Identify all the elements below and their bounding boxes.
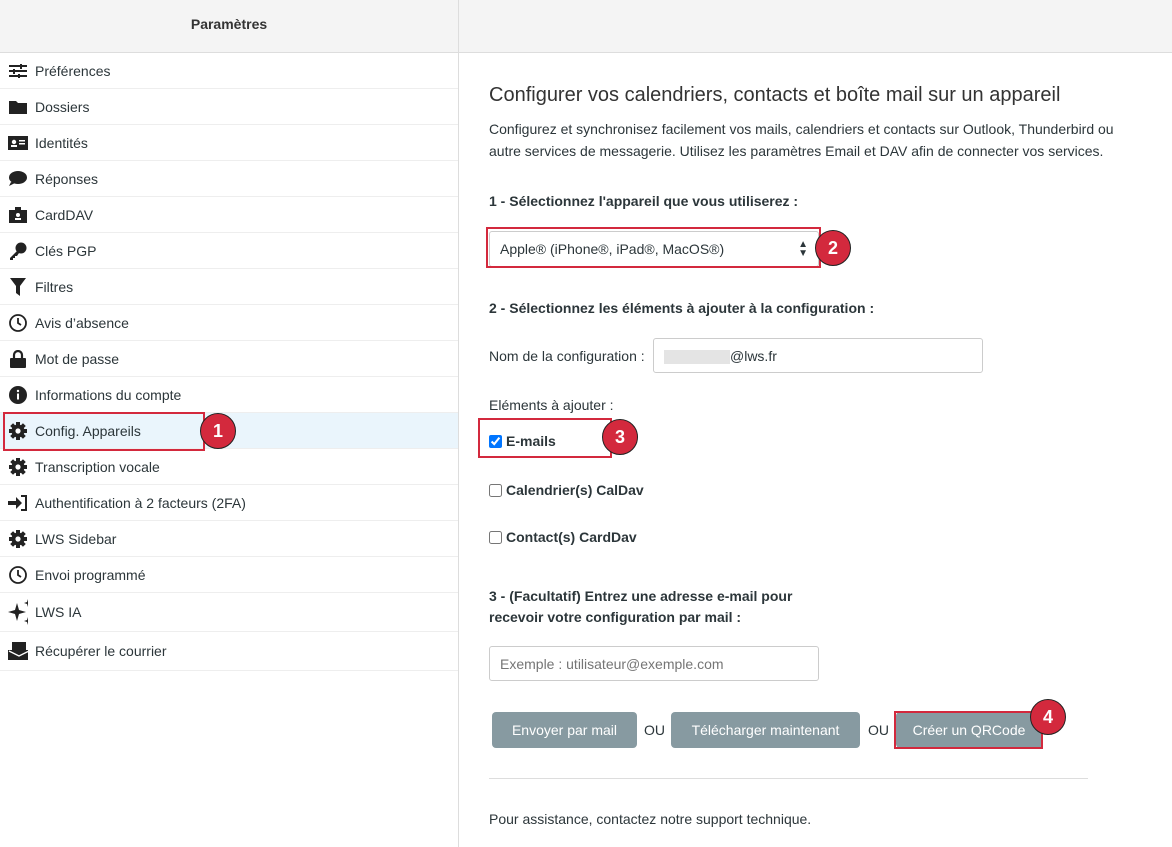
clock-icon	[8, 313, 28, 332]
sidebar-item-label: Dossiers	[35, 98, 90, 115]
annotation-badge-1: 1	[200, 413, 236, 449]
support-text: Pour assistance, contactez notre support…	[489, 811, 812, 827]
sidebar-item-label: LWS Sidebar	[35, 530, 117, 547]
sidebar-item-cle-s-pgp[interactable]: Clés PGP	[0, 233, 458, 269]
sidebar-item-label: Clés PGP	[35, 242, 97, 259]
config-name-input[interactable]: @lws.fr	[653, 338, 983, 373]
elements-label: Eléments à ajouter :	[489, 397, 614, 413]
sidebar-item-identite-s[interactable]: Identités	[0, 125, 458, 161]
gear-icon	[8, 457, 28, 476]
sidebar-item-carddav[interactable]: CardDAV	[0, 197, 458, 233]
device-select-value: Apple® (iPhone®, iPad®, MacOS®)	[500, 241, 725, 257]
sidebar-item-label: Authentification à 2 facteurs (2FA)	[35, 494, 246, 511]
sidebar-item-lws-sidebar[interactable]: LWS Sidebar	[0, 521, 458, 557]
sidebar-item-dossiers[interactable]: Dossiers	[0, 89, 458, 125]
folder-icon	[8, 98, 28, 116]
lock-icon	[8, 349, 28, 368]
email-input[interactable]	[489, 646, 819, 681]
checkbox-label: Calendrier(s) CalDav	[506, 482, 644, 498]
checkbox-carddav[interactable]: Contact(s) CardDav	[489, 529, 637, 545]
carddav-checkbox[interactable]	[489, 530, 502, 544]
sidebar-item-avis-d-absence[interactable]: Avis d’absence	[0, 305, 458, 341]
sidebar-item-envoi-programme[interactable]: Envoi programmé	[0, 557, 458, 593]
checkbox-label: Contact(s) CardDav	[506, 529, 637, 545]
sidebar-item-filtres[interactable]: Filtres	[0, 269, 458, 305]
send-by-mail-button[interactable]: Envoyer par mail	[492, 712, 637, 748]
config-name-value: @lws.fr	[730, 348, 777, 364]
header: Paramètres	[0, 0, 1172, 53]
emails-checkbox[interactable]	[489, 434, 502, 448]
comment-icon	[8, 170, 28, 188]
step1-label: 1 - Sélectionnez l'appareil que vous uti…	[489, 193, 799, 209]
sidebar-item-label: Envoi programmé	[35, 566, 146, 583]
sidebar-item-transcription-vocale[interactable]: Transcription vocale	[0, 449, 458, 485]
or-text: OU	[644, 722, 665, 738]
sidebar-item-label: Informations du compte	[35, 386, 182, 403]
device-select[interactable]: Apple® (iPhone®, iPad®, MacOS®) ▲ ▼	[489, 231, 819, 267]
sidebar: Préférences Dossiers Identités Réponses Card…	[0, 53, 458, 671]
sparkles-icon	[8, 599, 28, 625]
contact-card-icon	[8, 206, 28, 224]
sidebar-item-label: Réponses	[35, 170, 99, 187]
step3-label: 3 - (Facultatif) Entrez une adresse e-ma…	[489, 588, 793, 625]
section-title: Configurer vos calendriers, contacts et …	[489, 84, 1061, 106]
gear-icon	[8, 529, 28, 548]
sidebar-item-label: Config. Appareils	[35, 422, 141, 439]
sidebar-item-label: Identités	[35, 134, 88, 151]
info-icon	[8, 385, 28, 404]
checkbox-caldav[interactable]: Calendrier(s) CalDav	[489, 482, 644, 498]
annotation-badge-2: 2	[815, 230, 851, 266]
sign-in-icon	[8, 494, 28, 512]
select-arrows-icon: ▲ ▼	[798, 239, 808, 259]
mail-fetch-icon	[8, 642, 28, 660]
page-title: Paramètres	[190, 16, 268, 32]
filter-icon	[8, 277, 28, 296]
clock-icon	[8, 565, 28, 584]
sidebar-item-mot-de-passe[interactable]: Mot de passe	[0, 341, 458, 377]
sidebar-item-authentification-a-2-facteurs-2fa[interactable]: Authentification à 2 facteurs (2FA)	[0, 485, 458, 521]
sidebar-item-re-cupe-rer-le-courrier[interactable]: Récupérer le courrier	[0, 632, 458, 671]
sidebar-item-label: Avis d’absence	[35, 314, 129, 331]
sliders-icon	[8, 62, 28, 80]
sidebar-item-informations-du-compte[interactable]: Informations du compte	[0, 377, 458, 413]
or-text: OU	[868, 722, 889, 738]
sidebar-item-re-ponses[interactable]: Réponses	[0, 161, 458, 197]
key-icon	[8, 242, 28, 260]
caldav-checkbox[interactable]	[489, 483, 502, 497]
sidebar-item-label: Récupérer le courrier	[35, 643, 167, 659]
divider	[458, 0, 459, 847]
sidebar-item-lws-ia[interactable]: LWS IA	[0, 593, 458, 632]
sidebar-item-label: CardDAV	[35, 206, 94, 223]
gear-icon	[8, 421, 28, 440]
sidebar-item-label: Transcription vocale	[35, 458, 160, 475]
sidebar-item-label: Mot de passe	[35, 350, 120, 367]
blurred-username	[664, 350, 730, 365]
checkbox-label: E-mails	[506, 433, 556, 449]
create-qrcode-button[interactable]: Créer un QRCode	[896, 712, 1042, 748]
sidebar-item-pre-fe-rences[interactable]: Préférences	[0, 53, 458, 89]
download-now-button[interactable]: Télécharger maintenant	[671, 712, 860, 748]
divider	[489, 778, 1088, 779]
sidebar-item-label: Préférences	[35, 62, 111, 79]
sidebar-item-label: Filtres	[35, 278, 74, 295]
annotation-badge-4: 4	[1030, 699, 1066, 735]
annotation-badge-3: 3	[602, 419, 638, 455]
id-card-icon	[8, 134, 28, 152]
checkbox-emails[interactable]: E-mails	[489, 433, 556, 449]
config-name-label: Nom de la configuration :	[489, 348, 645, 364]
step2-label: 2 - Sélectionnez les éléments à ajouter …	[489, 300, 875, 316]
description: Configurez et synchronisez facilement vo…	[489, 121, 1114, 159]
sidebar-item-label: LWS IA	[35, 604, 82, 620]
